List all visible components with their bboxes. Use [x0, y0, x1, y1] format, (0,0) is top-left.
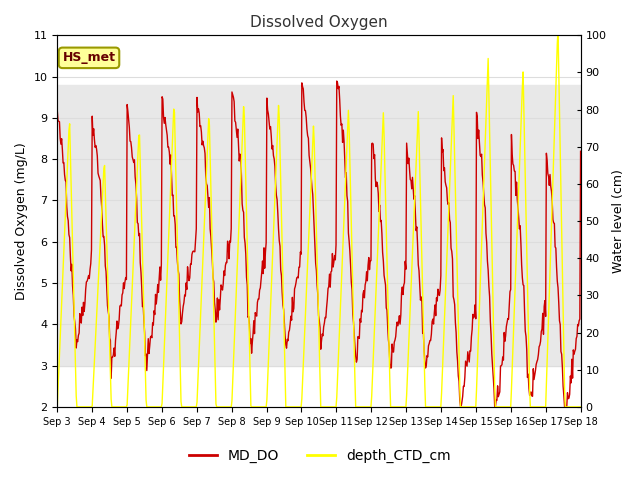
Text: HS_met: HS_met [63, 51, 115, 64]
Y-axis label: Dissolved Oxygen (mg/L): Dissolved Oxygen (mg/L) [15, 142, 28, 300]
Title: Dissolved Oxygen: Dissolved Oxygen [250, 15, 388, 30]
Y-axis label: Water level (cm): Water level (cm) [612, 169, 625, 273]
Bar [57, 85, 580, 366]
Legend: MD_DO, depth_CTD_cm: MD_DO, depth_CTD_cm [184, 443, 456, 468]
